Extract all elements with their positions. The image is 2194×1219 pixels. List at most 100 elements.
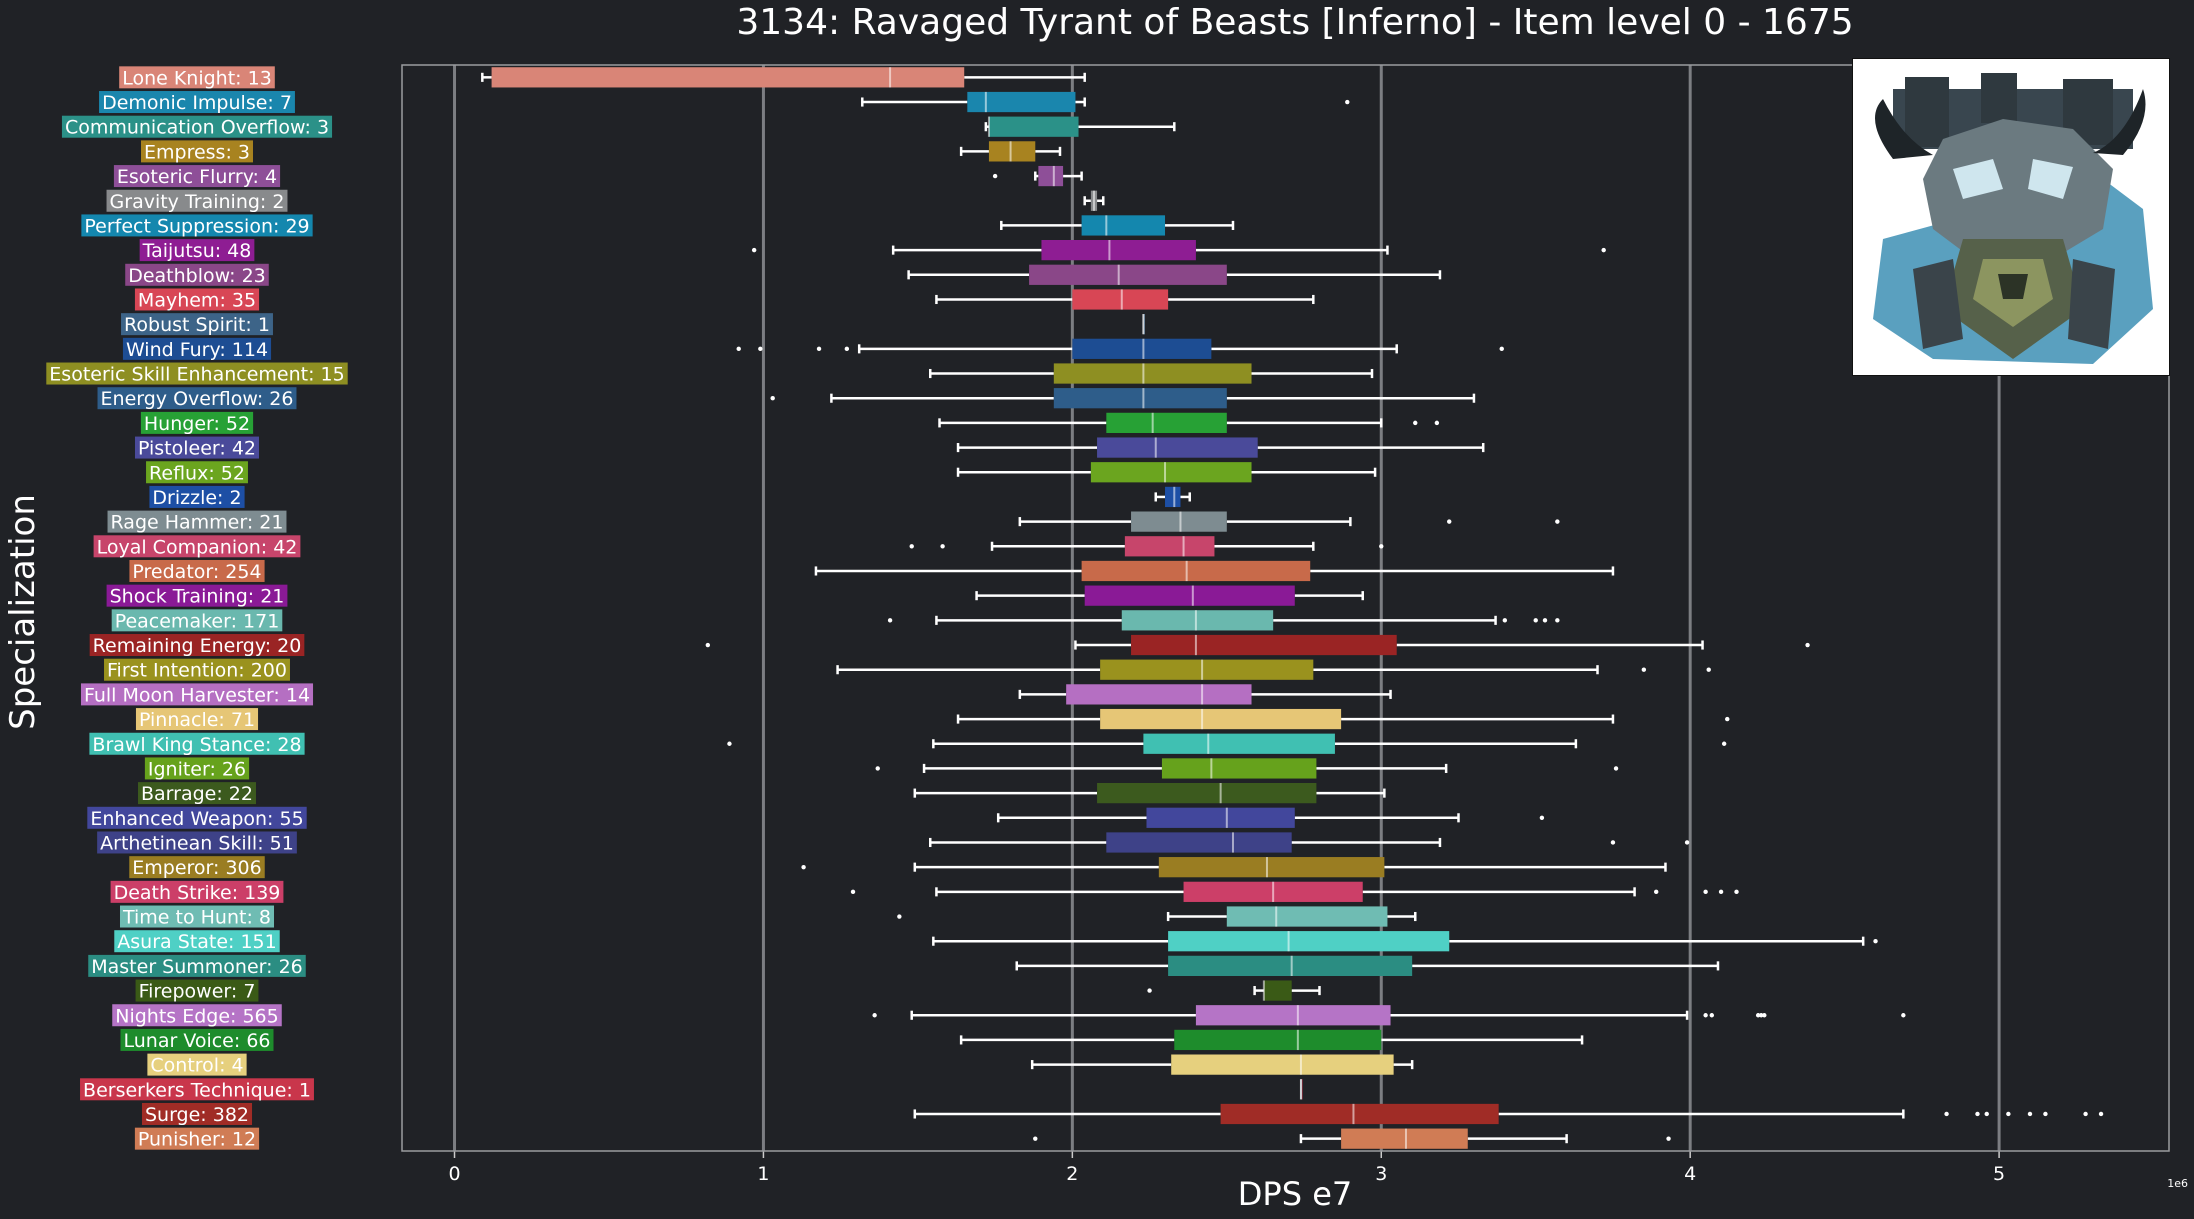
- category-label-25: Full Moon Harvester: 14: [80, 683, 314, 706]
- category-label-bg-11: [122, 337, 272, 360]
- outlier-18-0: [1447, 519, 1452, 524]
- iqr-box-19: [1124, 536, 1215, 557]
- iqr-box-32: [1158, 857, 1385, 878]
- y-axis-label: Specialization: [3, 494, 43, 730]
- iqr-box-42: [1220, 1103, 1499, 1125]
- category-label-31: Arthetinean Skill: 51: [97, 831, 297, 854]
- box-5: [1083, 190, 1105, 211]
- iqr-box-22: [1121, 610, 1274, 631]
- box-19: [909, 536, 1384, 557]
- iqr-box-25: [1066, 684, 1252, 705]
- category-label-text-39: Lunar Voice: 66: [123, 1030, 270, 1052]
- category-label-text-34: Time to Hunt: 8: [122, 907, 271, 929]
- outlier-33-2: [1703, 889, 1708, 895]
- box-7: [751, 239, 1606, 261]
- category-label-bg-20: [129, 559, 265, 582]
- category-label-bg-31: [97, 831, 297, 854]
- iqr-box-0: [491, 67, 965, 88]
- outlier-24-0: [1641, 667, 1647, 672]
- x-tick-label-3: 3: [1375, 1163, 1387, 1185]
- category-label-bg-14: [140, 411, 254, 434]
- category-label-7: Taijutsu: 48: [139, 239, 255, 262]
- iqr-box-11: [1072, 338, 1212, 359]
- outlier-38-6: [1901, 1013, 1906, 1018]
- outlier-42-7: [2098, 1111, 2104, 1117]
- outlier-19-2: [1379, 544, 1384, 549]
- iqr-box-18: [1131, 511, 1227, 532]
- outlier-38-0: [872, 1013, 877, 1018]
- outlier-38-2: [1709, 1013, 1715, 1018]
- box-30: [996, 807, 1545, 828]
- iqr-box-31: [1106, 832, 1292, 853]
- box-17: [1154, 486, 1191, 508]
- box-2: [984, 116, 1176, 137]
- category-label-40: Control: 4: [147, 1053, 247, 1077]
- category-label-text-29: Barrage: 22: [141, 783, 253, 805]
- outlier-38-1: [1703, 1013, 1708, 1018]
- iqr-box-3: [988, 141, 1036, 162]
- outlier-13-0: [770, 396, 775, 401]
- category-label-bg-23: [89, 634, 305, 657]
- iqr-box-12: [1053, 363, 1252, 384]
- iqr-box-35: [1168, 931, 1450, 952]
- outlier-33-3: [1718, 889, 1724, 895]
- outlier-38-3: [1755, 1013, 1761, 1018]
- category-label-6: Perfect Suppression: 29: [81, 214, 313, 237]
- category-label-32: Emperor: 306: [129, 856, 265, 879]
- category-label-11: Wind Fury: 114: [122, 337, 272, 361]
- outlier-19-0: [909, 544, 914, 549]
- x-tick-label-5: 5: [1993, 1163, 2005, 1185]
- category-label-bg-25: [80, 683, 314, 706]
- iqr-box-39: [1174, 1029, 1382, 1051]
- category-label-text-1: Demonic Impulse: 7: [102, 92, 292, 114]
- box-29: [913, 782, 1386, 804]
- category-label-bg-4: [113, 165, 281, 188]
- box-33: [850, 881, 1739, 902]
- x-tick-label-1: 1: [757, 1163, 769, 1185]
- iqr-box-29: [1097, 782, 1317, 804]
- box-43: [1033, 1128, 1671, 1149]
- category-label-bg-19: [93, 535, 301, 558]
- outlier-42-6: [2083, 1111, 2088, 1117]
- category-label-text-40: Control: 4: [150, 1055, 243, 1077]
- category-label-bg-37: [135, 979, 259, 1002]
- iqr-box-16: [1090, 462, 1252, 483]
- outlier-11-1: [758, 346, 763, 352]
- iqr-box-17: [1165, 486, 1181, 508]
- category-label-37: Firepower: 7: [135, 979, 259, 1003]
- category-label-bg-2: [61, 115, 333, 138]
- category-label-bg-24: [104, 658, 290, 681]
- category-label-bg-15: [134, 436, 260, 459]
- x-tick-labels: 0 1 2 3 4 5: [448, 1151, 2005, 1185]
- category-label-text-6: Perfect Suppression: 29: [84, 215, 309, 237]
- box-36: [1015, 955, 1720, 977]
- category-label-text-27: Brawl King Stance: 28: [92, 734, 301, 756]
- box-25: [1018, 684, 1392, 705]
- outlier-42-4: [2027, 1111, 2033, 1117]
- outlier-32-0: [801, 864, 806, 870]
- box-11: [736, 338, 1504, 359]
- box-4: [992, 165, 1083, 187]
- outlier-14-1: [1434, 420, 1440, 426]
- category-label-text-32: Emperor: 306: [132, 857, 261, 879]
- category-label-39: Lunar Voice: 66: [120, 1028, 274, 1052]
- x-tick-label-0: 0: [448, 1163, 460, 1185]
- category-labels: Lone Knight: 13 Demonic Impulse: 7 Communi…: [46, 66, 348, 1151]
- category-label-18: Rage Hammer: 21: [107, 510, 287, 534]
- outlier-22-1: [1502, 618, 1508, 623]
- category-label-bg-27: [89, 732, 305, 755]
- category-label-text-38: Nights Edge: 565: [115, 1005, 279, 1027]
- box-38: [872, 1005, 1906, 1026]
- box-31: [928, 832, 1690, 853]
- box-35: [932, 931, 1878, 952]
- category-label-bg-10: [121, 313, 273, 336]
- category-label-bg-8: [125, 263, 269, 286]
- outlier-1-0: [1345, 99, 1350, 105]
- category-label-16: Reflux: 52: [146, 461, 248, 484]
- category-label-13: Energy Overflow: 26: [97, 387, 297, 410]
- outlier-4-0: [992, 173, 998, 179]
- x-axis-label: DPS e7: [1238, 1175, 1352, 1213]
- iqr-box-20: [1081, 560, 1311, 582]
- iqr-box-14: [1106, 412, 1227, 434]
- category-label-text-35: Asura State: 151: [117, 931, 276, 953]
